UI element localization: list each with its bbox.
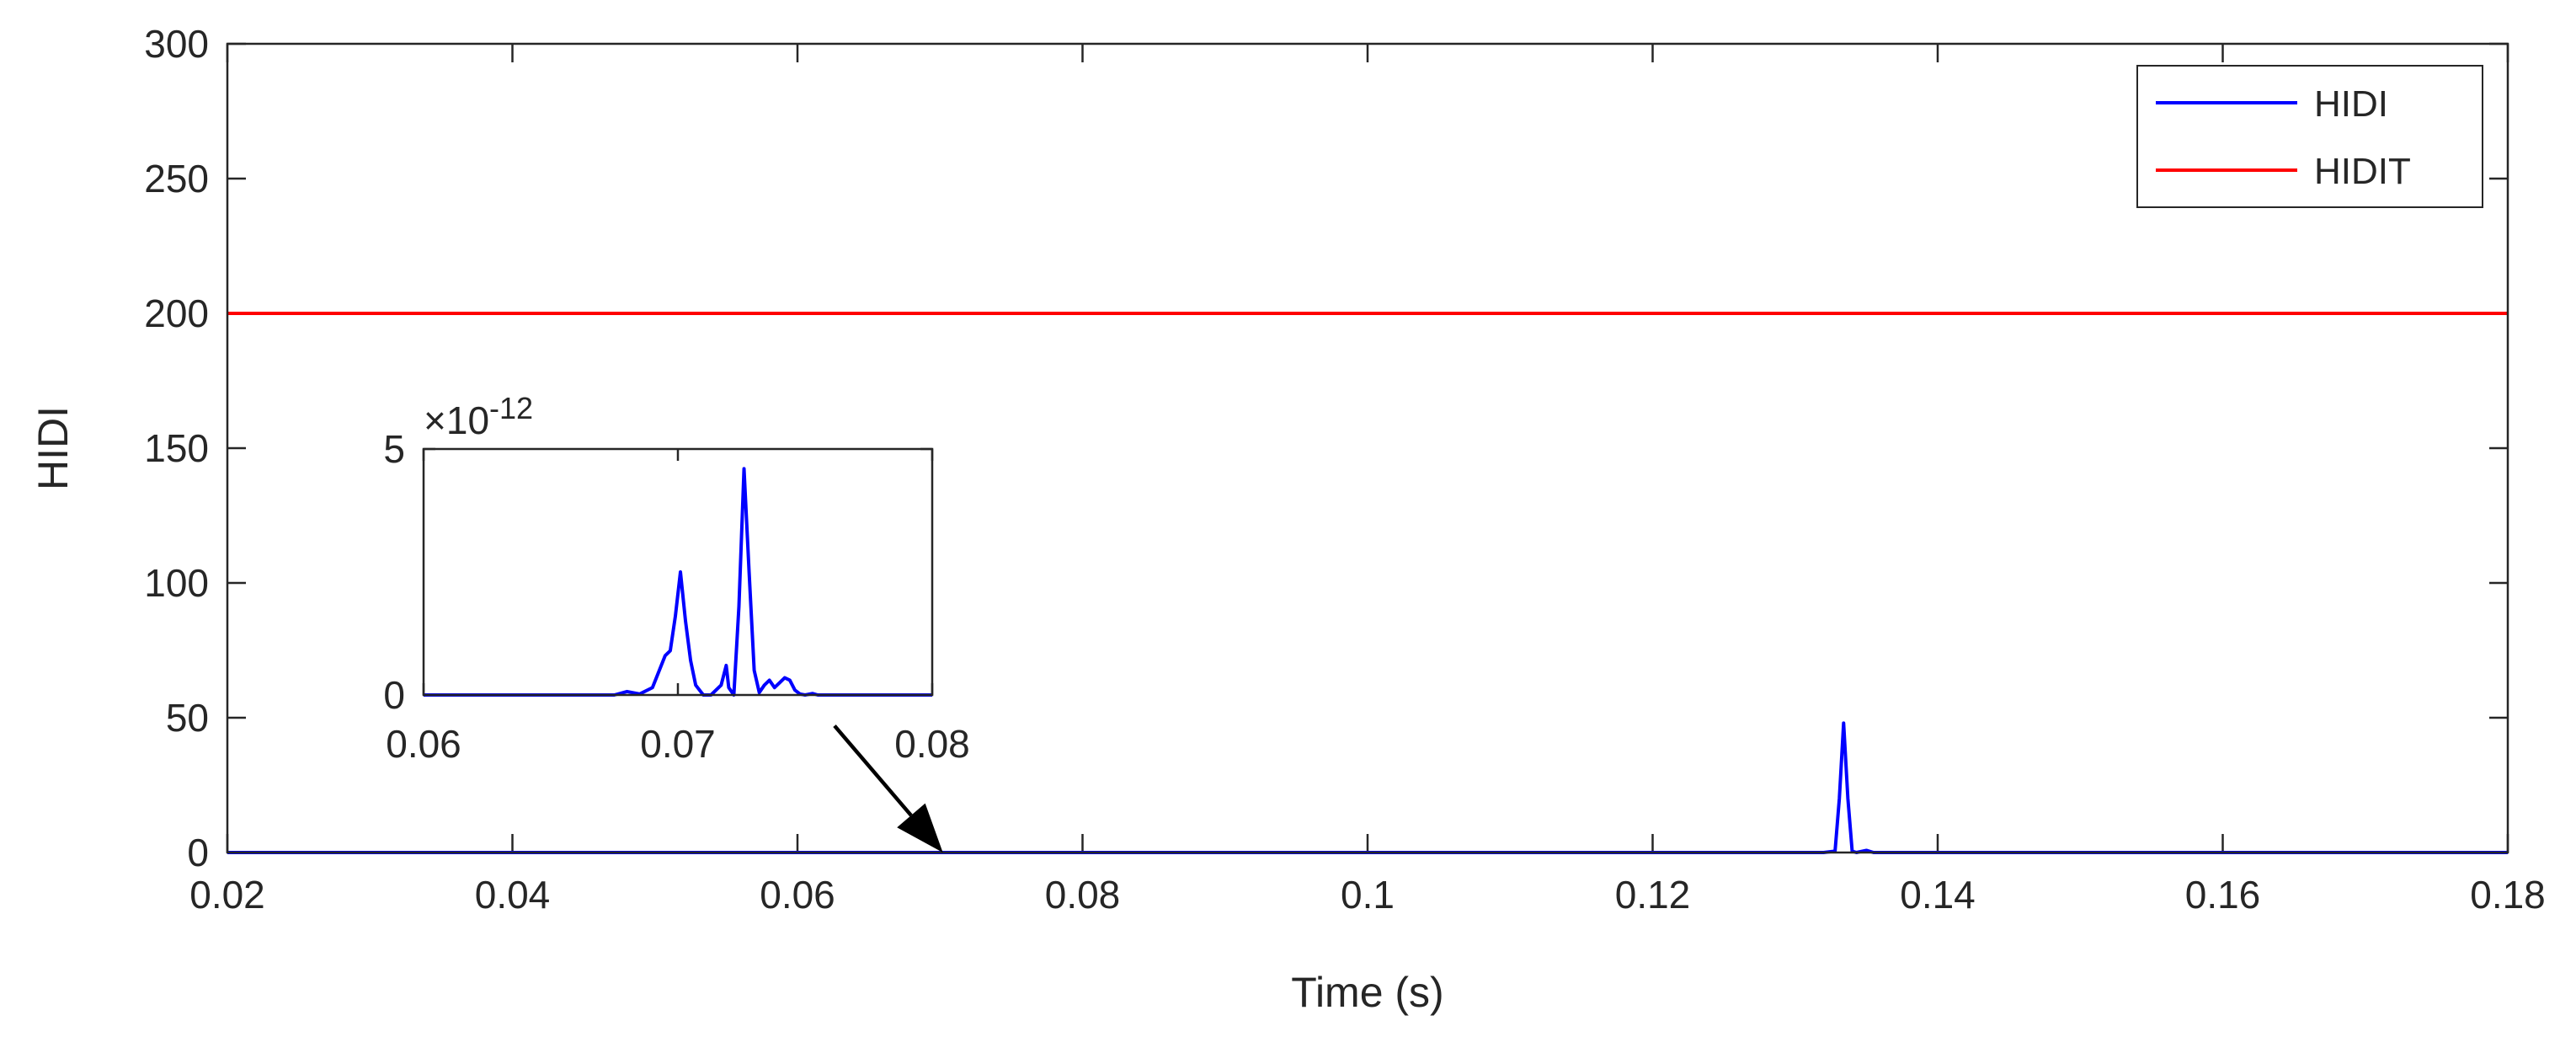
series-line-hidi — [227, 721, 2508, 854]
inset-exponent-label: ×10-12 — [424, 391, 533, 442]
legend-label-hidit: HIDIT — [2314, 151, 2411, 192]
y-axis-label: HIDI — [29, 406, 77, 490]
arrow-head — [897, 803, 943, 853]
legend-label-hidi: HIDI — [2314, 83, 2388, 125]
x-tick-label: 0.16 — [2185, 873, 2261, 917]
y-tick-label: 200 — [144, 291, 209, 335]
y-tick-label: 0 — [187, 831, 209, 874]
inset-plot: 0.06 0.07 0.08 0 5 ×10-12 — [383, 391, 969, 766]
inset-y-tick-label: 0 — [383, 673, 405, 717]
inset-x-tick-label: 0.07 — [640, 722, 716, 766]
legend: HIDI HIDIT — [2136, 65, 2483, 208]
inset-plot-frame — [422, 447, 934, 697]
y-tick-label: 150 — [144, 426, 209, 470]
inset-x-tick-label: 0.08 — [894, 722, 970, 766]
inset-y-tick-label: 5 — [383, 427, 405, 471]
y-tick-label: 250 — [144, 157, 209, 200]
main-tick-labels: 0.02 0.04 0.06 0.08 0.1 0.12 0.14 0.16 0.1805010… — [144, 22, 2546, 917]
inset-exponent: -12 — [489, 391, 533, 425]
inset-series-line — [424, 467, 932, 697]
inset-series-group — [424, 467, 932, 697]
x-tick-label: 0.12 — [1615, 873, 1691, 917]
x-axis-label: Time (s) — [1291, 969, 1443, 1016]
arrow-shaft — [833, 724, 913, 817]
x-tick-label: 0.1 — [1341, 873, 1395, 917]
main-plot: 0.02 0.04 0.06 0.08 0.1 0.12 0.14 0.16 0.1805010… — [29, 22, 2546, 1016]
y-tick-label: 50 — [166, 696, 209, 740]
legend-box — [2136, 65, 2483, 208]
inset-multiplier: ×10 — [424, 398, 489, 442]
inset-background — [424, 449, 932, 695]
x-tick-label: 0.04 — [475, 873, 551, 917]
inset-x-tick-label: 0.06 — [386, 722, 461, 766]
inset-arrow — [833, 724, 943, 853]
x-tick-label: 0.14 — [1900, 873, 1976, 917]
x-tick-label: 0.06 — [760, 873, 835, 917]
x-tick-label: 0.08 — [1045, 873, 1121, 917]
inset-tick-labels: 0.06 0.07 0.08 0 5 — [383, 427, 969, 766]
x-tick-label: 0.18 — [2470, 873, 2546, 917]
main-plot-frame — [226, 42, 2509, 854]
y-tick-label: 300 — [144, 22, 209, 66]
y-tick-label: 100 — [144, 561, 209, 605]
x-tick-label: 0.02 — [189, 873, 265, 917]
